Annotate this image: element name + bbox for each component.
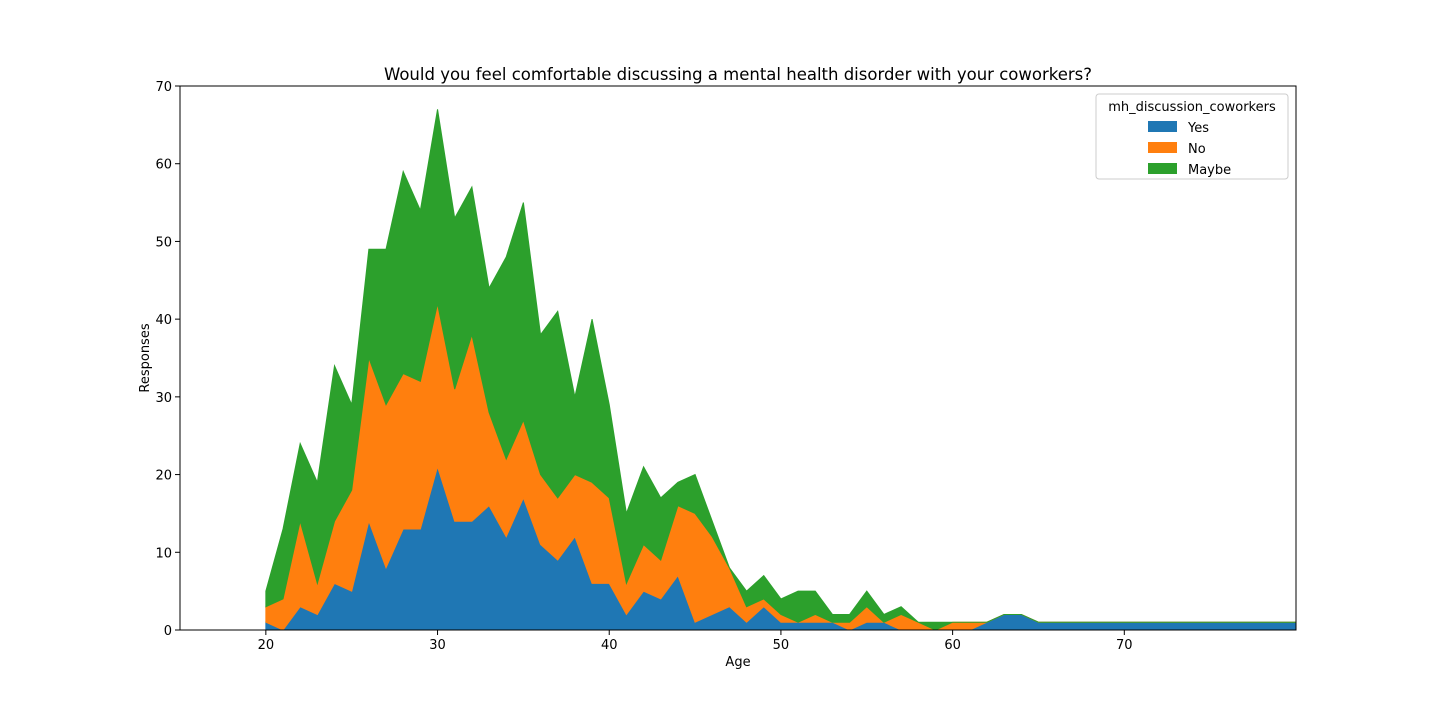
legend: mh_discussion_coworkers Yes No Maybe — [1095, 93, 1289, 180]
x-tick-label: 50 — [773, 638, 790, 653]
y-tick-label: 0 — [164, 624, 172, 639]
legend-box — [1095, 93, 1289, 180]
legend-swatch-yes — [1148, 121, 1177, 132]
y-tick-label: 30 — [155, 391, 172, 406]
x-tick-label: 60 — [944, 638, 961, 653]
x-tick-label: 20 — [258, 638, 275, 653]
x-tick-label: 40 — [601, 638, 618, 653]
y-tick-label: 10 — [155, 546, 172, 561]
area-maybe — [265, 109, 1296, 630]
series-areas — [265, 109, 1296, 630]
x-axis-ticks: 20 30 40 50 60 70 — [258, 630, 1133, 653]
legend-swatch-no — [1148, 142, 1177, 153]
y-tick-label: 20 — [155, 469, 172, 484]
y-tick-label: 50 — [155, 235, 172, 250]
y-tick-label: 60 — [155, 158, 172, 173]
legend-label-yes: Yes — [1187, 121, 1209, 136]
x-axis-label: Age — [725, 655, 750, 670]
chart-title: Would you feel comfortable discussing a … — [384, 65, 1092, 84]
y-axis-label: Responses — [138, 323, 153, 392]
legend-title: mh_discussion_coworkers — [1108, 100, 1276, 115]
legend-label-maybe: Maybe — [1188, 163, 1231, 178]
x-tick-label: 30 — [429, 638, 446, 653]
y-tick-label: 70 — [155, 80, 172, 95]
plot-frame — [179, 85, 1297, 631]
y-tick-label: 40 — [155, 313, 172, 328]
x-tick-label: 70 — [1116, 638, 1133, 653]
y-axis-ticks: 0 10 20 30 40 50 60 70 — [155, 80, 180, 639]
legend-label-no: No — [1188, 142, 1206, 157]
legend-items: Yes No Maybe — [1148, 121, 1231, 178]
legend-swatch-maybe — [1148, 163, 1177, 174]
